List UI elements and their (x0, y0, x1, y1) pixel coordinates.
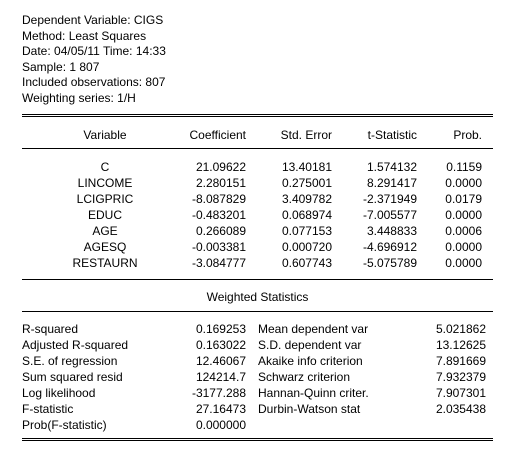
stat-label: Durbin-Watson stat (258, 402, 361, 416)
variable-name: C (100, 160, 110, 174)
dependent-variable: Dependent Variable: CIGS (22, 13, 164, 27)
t-statistic-value: -4.696912 (362, 240, 417, 254)
stat-value: 124214.7 (195, 370, 246, 384)
col-header-variable: Variable (83, 128, 127, 142)
t-statistic-value: 1.574132 (366, 160, 417, 174)
stat-value: 7.907301 (435, 386, 486, 400)
stat-value: 13.12625 (435, 338, 486, 352)
column-header-divider (22, 148, 493, 149)
stat-label: R-squared (22, 322, 79, 336)
stat-value: 0.169253 (195, 322, 246, 336)
weighted-statistics-title: Weighted Statistics (206, 290, 309, 304)
table-bottom-divider (22, 279, 493, 280)
std-error-value: 0.607743 (281, 256, 332, 270)
stat-label: Akaike info criterion (258, 354, 363, 368)
weighting-series: Weighting series: 1/H (22, 90, 136, 105)
stat-label: Mean dependent var (258, 322, 369, 336)
col-header-std-error: Std. Error (280, 128, 332, 142)
stat-value: 0.163022 (195, 338, 246, 352)
t-statistic-value: -7.005577 (362, 208, 417, 222)
footer-divider-double (22, 438, 493, 441)
prob-value: 0.0179 (445, 192, 482, 206)
method: Method: Least Squares (22, 28, 147, 43)
stat-label: Schwarz criterion (258, 370, 351, 384)
coefficient-value: 21.09622 (195, 160, 246, 174)
coefficient-value: 2.280151 (195, 176, 246, 190)
prob-value: 0.0000 (445, 176, 482, 190)
std-error-value: 0.077153 (281, 224, 332, 238)
stat-label: Sum squared resid (22, 370, 123, 384)
std-error-value: 3.409782 (281, 192, 332, 206)
header-divider-double (22, 114, 493, 117)
sample: Sample: 1 807 (22, 59, 100, 74)
col-header-prob: Prob. (453, 128, 482, 142)
t-statistic-value: -2.371949 (362, 192, 417, 206)
stat-value: 0.000000 (195, 418, 246, 432)
stat-value: 27.16473 (195, 402, 246, 416)
stat-value: -3177.288 (191, 386, 246, 400)
stat-label: Hannan-Quinn criter. (258, 386, 369, 400)
coefficient-value: -8.087829 (191, 192, 246, 206)
variable-name: LINCOME (77, 176, 133, 190)
stat-label: Log likelihood (22, 386, 96, 400)
coefficient-value: -3.084777 (191, 256, 246, 270)
date-time: Date: 04/05/11 Time: 14:33 (22, 44, 166, 58)
variable-name: AGESQ (83, 240, 127, 254)
variable-name: LCIGPRIC (76, 192, 134, 206)
stat-label: Adjusted R-squared (22, 338, 129, 352)
prob-value: 0.0000 (445, 240, 482, 254)
coefficient-value: -0.483201 (191, 208, 246, 222)
output-header: Dependent Variable: CIGS Method: Least S… (22, 13, 166, 106)
col-header-t-statistic: t-Statistic (367, 128, 417, 142)
std-error-value: 13.40181 (281, 160, 332, 174)
prob-value: 0.1159 (446, 160, 482, 174)
stat-value: 7.932379 (435, 370, 486, 384)
prob-value: 0.0000 (445, 208, 482, 222)
coefficient-value: -0.003381 (191, 240, 246, 254)
t-statistic-value: 8.291417 (366, 176, 417, 190)
col-header-coefficient: Coefficient (189, 128, 246, 142)
variable-name: AGE (92, 224, 118, 238)
included-observations: Included observations: 807 (22, 75, 166, 89)
stat-label: Prob(F-statistic) (22, 418, 107, 432)
stat-value: 7.891669 (435, 354, 486, 368)
stat-value: 5.021862 (435, 322, 486, 336)
std-error-value: 0.000720 (281, 240, 332, 254)
t-statistic-value: 3.448833 (366, 224, 417, 238)
prob-value: 0.0006 (445, 224, 482, 238)
std-error-value: 0.068974 (281, 208, 332, 222)
stat-label: F-statistic (22, 402, 74, 416)
coefficient-value: 0.266089 (195, 224, 246, 238)
stat-label: S.D. dependent var (258, 338, 362, 352)
variable-name: RESTAURN (72, 256, 138, 270)
std-error-value: 0.275001 (281, 176, 332, 190)
prob-value: 0.0000 (445, 256, 482, 270)
stat-value: 2.035438 (435, 402, 486, 416)
weighted-stats-divider (22, 311, 493, 312)
stat-value: 12.46067 (195, 354, 246, 368)
variable-name: EDUC (87, 208, 122, 222)
t-statistic-value: -5.075789 (362, 256, 417, 270)
stat-label: S.E. of regression (22, 354, 118, 368)
